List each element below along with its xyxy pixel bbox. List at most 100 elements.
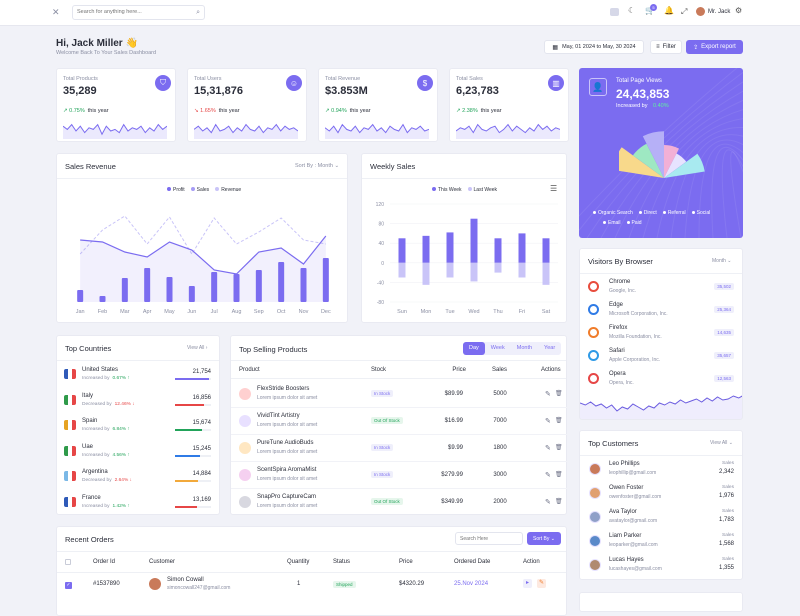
- cart-badge: 5: [650, 4, 657, 11]
- sales-revenue-sort[interactable]: Sort By : Month ⌄: [295, 163, 340, 169]
- legend-dot: [190, 187, 195, 191]
- tab-month[interactable]: Month: [516, 345, 533, 351]
- product-desc: Lorem ipsum dolor sit amet: [257, 449, 318, 455]
- edit-icon[interactable]: ✎: [545, 445, 551, 452]
- x-tick-label: Mon: [421, 309, 432, 315]
- legend-label: Revenue: [221, 187, 242, 193]
- customers-view-all[interactable]: View All ⌄: [710, 440, 734, 446]
- customer-name[interactable]: Leo Phillips: [609, 461, 640, 467]
- legend-dot: [467, 187, 472, 191]
- recent-orders-title: Recent Orders: [65, 535, 114, 544]
- browser-value: 35,657: [714, 352, 734, 359]
- filter-button[interactable]: ≡ Filter: [650, 40, 682, 54]
- stock-badge: In Stock: [371, 471, 394, 478]
- view-icon[interactable]: ▸: [523, 579, 532, 588]
- stat-label: Total Products: [63, 76, 98, 82]
- revenue-line: [79, 215, 326, 255]
- edit-icon[interactable]: ✎: [545, 391, 551, 398]
- page-views-card: 👤 Total Page Views 24,43,853 Increased b…: [579, 68, 743, 238]
- fullscreen-icon[interactable]: ⤢: [681, 7, 688, 16]
- this-week-bar: [542, 238, 550, 263]
- product-name[interactable]: FlexStride Boosters: [257, 386, 310, 392]
- delete-icon[interactable]: 🗑: [555, 418, 563, 424]
- select-all-checkbox[interactable]: [65, 559, 71, 565]
- chart-icon: ▥: [548, 75, 564, 91]
- legend-item: Sales: [190, 187, 209, 193]
- filter-label: Filter: [662, 44, 676, 50]
- stat-sparkline: [63, 123, 167, 139]
- tab-week[interactable]: Week: [490, 345, 505, 351]
- stat-label: Total Sales: [456, 76, 483, 82]
- eye-icon: 👤: [589, 78, 607, 96]
- weekly-sales-card: Weekly Sales This Week Last Week ☰ 120 80 4…: [361, 153, 567, 323]
- delete-icon[interactable]: 🗑: [555, 391, 563, 397]
- edit-icon[interactable]: ✎: [545, 472, 551, 479]
- stat-change: ↗ 0.75% this year: [63, 108, 109, 114]
- cart-icon[interactable]: 🛒: [645, 6, 655, 15]
- product-name[interactable]: VividTint Artistry: [257, 413, 300, 419]
- stat-change: ↗ 2.38% this year: [456, 108, 502, 114]
- browser-company: Opera, Inc.: [609, 380, 634, 386]
- export-button[interactable]: ⇪ Export report: [686, 40, 743, 54]
- edit-icon[interactable]: ✎: [545, 499, 551, 506]
- browser-period-value: Month: [712, 258, 726, 264]
- orders-search-box[interactable]: [455, 532, 523, 545]
- tab-day[interactable]: Day: [463, 342, 485, 355]
- date-range-picker[interactable]: ▦ May, 01 2024 to May, 30 2024: [544, 40, 644, 54]
- browser-value: 14,635: [714, 329, 734, 336]
- dark-mode-icon[interactable]: ☾: [628, 6, 636, 15]
- stat-change-value: 0.75%: [69, 108, 85, 114]
- orders-sort-button[interactable]: Sort By ⌄: [527, 532, 561, 545]
- browser-company: Microsoft Corporation, Inc.: [609, 311, 668, 317]
- polar-slice: [619, 147, 664, 178]
- delete-icon[interactable]: 🗑: [555, 445, 563, 451]
- product-name[interactable]: ScentSpira AromaMist: [257, 467, 317, 473]
- customer-name[interactable]: Lucas Hayes: [609, 557, 644, 563]
- close-sidebar-icon[interactable]: ✕: [52, 7, 60, 17]
- column-header: Stock: [371, 367, 387, 373]
- profit-bar: [77, 290, 84, 302]
- tab-year[interactable]: Year: [544, 345, 556, 351]
- settings-icon[interactable]: ⚙: [735, 6, 743, 15]
- x-tick-label: Sep: [254, 309, 264, 315]
- customer-email: leoparker@gmail.com: [609, 542, 658, 548]
- customer-name[interactable]: Owen Foster: [609, 485, 644, 491]
- customer-name: Simon Cowall: [167, 577, 204, 583]
- legend-item: Paid: [626, 220, 642, 226]
- product-name[interactable]: PureTune AudioBuds: [257, 440, 314, 446]
- stat-value: $3.853M: [325, 85, 368, 97]
- order-id: #1537890: [93, 581, 120, 587]
- search-input[interactable]: [77, 9, 187, 15]
- edit-icon[interactable]: ✎: [545, 418, 551, 425]
- menu-icon[interactable]: ☰: [550, 184, 558, 193]
- top-countries-card: Top Countries View All › United States In…: [56, 335, 220, 515]
- avatar[interactable]: [696, 7, 705, 16]
- customer-name[interactable]: Ava Taylor: [609, 509, 637, 515]
- customer-sales-value: 1,976: [718, 493, 734, 499]
- edit-icon[interactable]: ✎: [537, 579, 546, 588]
- bell-icon[interactable]: 🔔: [664, 6, 674, 15]
- row-checkbox[interactable]: ✓: [65, 582, 72, 589]
- x-tick-label: Sun: [397, 309, 407, 315]
- legend-item: Revenue: [215, 187, 241, 193]
- delete-icon[interactable]: 🗑: [555, 472, 563, 478]
- y-tick-label: -40: [377, 280, 384, 286]
- user-name[interactable]: Mr. Jack: [708, 9, 731, 15]
- this-week-bar: [518, 233, 526, 263]
- product-name[interactable]: SnapPro CaptureCam: [257, 494, 317, 500]
- customer-email: owenfoster@gmail.com: [609, 494, 662, 500]
- customer-name[interactable]: Liam Parker: [609, 533, 642, 539]
- search-icon[interactable]: ⌕: [196, 9, 200, 16]
- table-row: ScentSpira AromaMist Lorem ipsum dolor si…: [231, 462, 568, 489]
- language-icon[interactable]: [610, 8, 619, 16]
- country-bar-fill: [175, 454, 201, 457]
- search-box[interactable]: ⌕: [72, 5, 205, 20]
- delete-icon[interactable]: 🗑: [555, 499, 563, 505]
- orders-search-input[interactable]: [460, 536, 520, 542]
- countries-view-all[interactable]: View All ›: [187, 345, 208, 351]
- browser-value: 35,502: [714, 283, 734, 290]
- browser-period-select[interactable]: Month ⌄: [712, 258, 732, 264]
- x-tick-label: Wed: [468, 309, 479, 315]
- stat-change-value: 1.65%: [200, 108, 216, 114]
- column-header: Price: [452, 367, 466, 373]
